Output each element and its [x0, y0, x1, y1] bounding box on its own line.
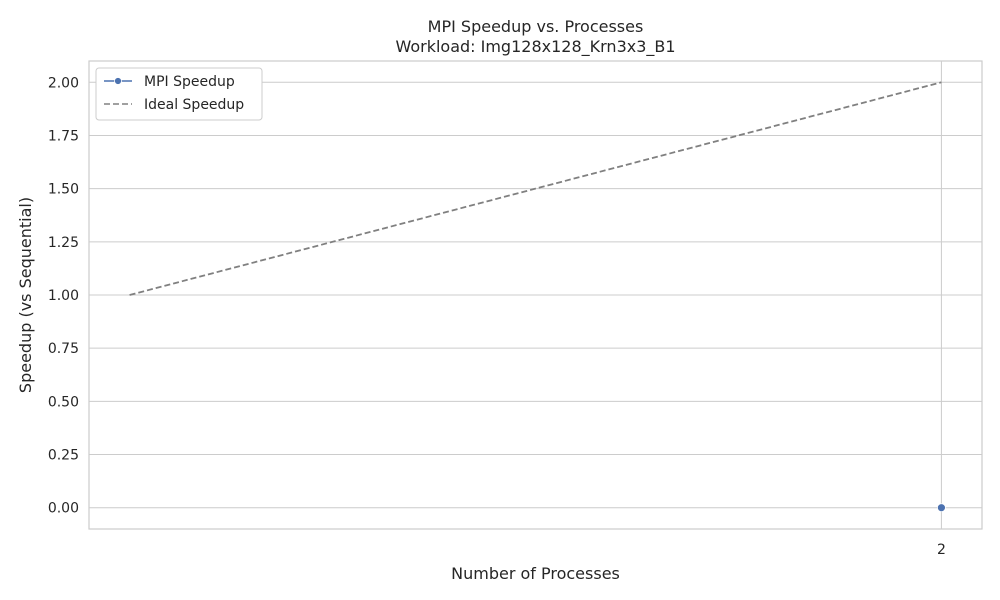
- data-point: [937, 503, 946, 513]
- legend-label-ideal-speedup: Ideal Speedup: [144, 97, 244, 113]
- y-tick-label: 1.50: [48, 182, 79, 198]
- grid-layer: [89, 61, 982, 529]
- y-tick-label: 0.50: [48, 394, 79, 410]
- y-tick-label: 0.00: [48, 501, 79, 517]
- chart-title: MPI Speedup vs. Processes: [428, 17, 644, 36]
- tick-layer: 0.00 0.25 0.50 0.75 1.00 1.25 1.50 1.75 2.00 2: [48, 75, 946, 558]
- y-tick-label: 0.25: [48, 448, 79, 464]
- legend-marker-mpi-speedup: [114, 77, 122, 85]
- legend-box: [95, 67, 263, 121]
- series-layer: [129, 81, 946, 513]
- y-tick-label: 1.75: [48, 128, 79, 144]
- plot-frame: [88, 60, 983, 530]
- series-line-1: [129, 81, 942, 296]
- y-tick-label: 0.75: [48, 341, 79, 357]
- y-tick-label: 2.00: [48, 75, 79, 91]
- legend-label-mpi-speedup: MPI Speedup: [144, 74, 235, 90]
- y-tick-label: 1.00: [48, 288, 79, 304]
- chart-subtitle: Workload: Img128x128_Krn3x3_B1: [395, 37, 675, 57]
- x-axis-label: Number of Processes: [451, 564, 620, 583]
- legend: MPI Speedup Ideal Speedup: [95, 67, 263, 121]
- y-tick-label: 1.25: [48, 235, 79, 251]
- x-tick-label: 2: [937, 542, 946, 558]
- y-axis-label: Speedup (vs Sequential): [16, 197, 35, 393]
